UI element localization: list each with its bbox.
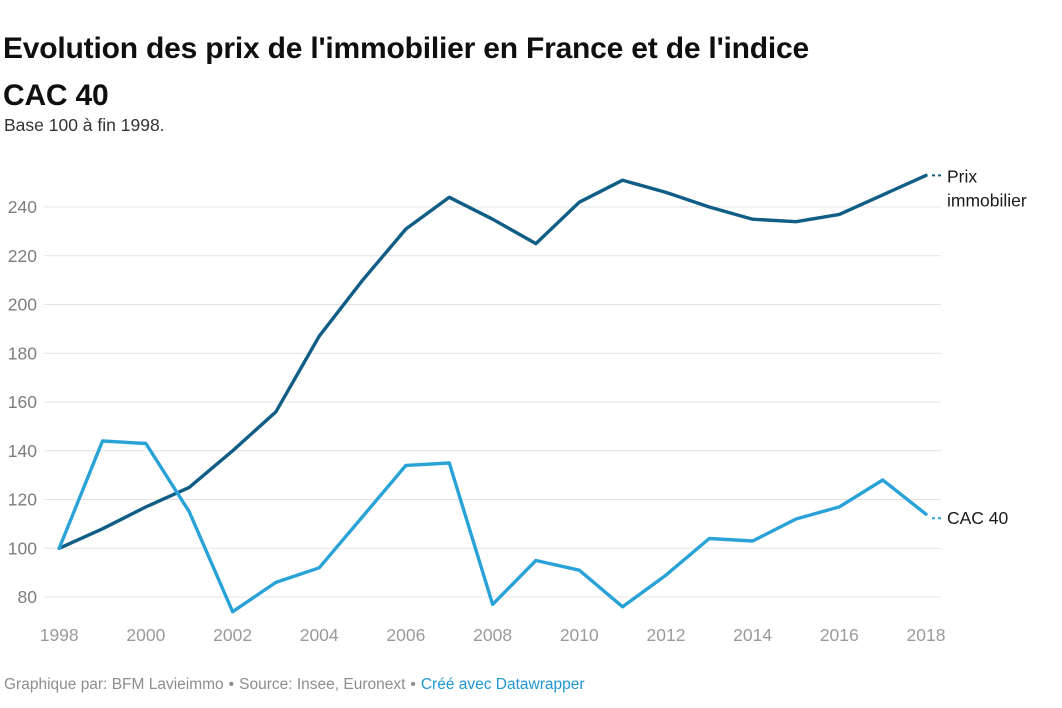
x-tick-label-2016: 2016 <box>820 625 859 645</box>
chart-title: Evolution des prix de l'immobilier en Fr… <box>3 25 993 119</box>
series-line-prix-immobilier <box>57 173 928 550</box>
y-tick-label-160: 160 <box>8 392 37 412</box>
y-tick-label-220: 220 <box>8 246 37 266</box>
chart-title-line-2: CAC 40 <box>3 79 109 113</box>
y-tick-label-80: 80 <box>18 587 38 607</box>
y-tick-label-180: 180 <box>8 343 37 363</box>
y-tick-label-100: 100 <box>8 538 37 558</box>
chart-title-line-1: Evolution des prix de l'immobilier en Fr… <box>3 32 809 66</box>
series-label-prix-immobilier: Prix immobilier <box>947 166 1027 210</box>
y-tick-label-120: 120 <box>8 490 37 510</box>
x-tick-label-2014: 2014 <box>733 625 772 645</box>
series-label-cac-40: CAC 40 <box>947 508 1009 528</box>
x-tick-label-1998: 1998 <box>40 625 79 645</box>
x-tick-label-2004: 2004 <box>300 625 339 645</box>
x-tick-label-2018: 2018 <box>907 625 946 645</box>
y-tick-label-140: 140 <box>8 441 37 461</box>
footer-source: Source: Insee, Euronext <box>239 676 406 693</box>
footer-byline: Graphique par: BFM Lavieimmo <box>4 676 224 693</box>
footer-separator: • <box>410 676 416 693</box>
y-tick-label-200: 200 <box>8 295 37 315</box>
x-tick-label-2008: 2008 <box>473 625 512 645</box>
x-tick-label-2002: 2002 <box>213 625 252 645</box>
datawrapper-link[interactable]: Créé avec Datawrapper <box>420 676 585 693</box>
x-tick-label-2000: 2000 <box>126 625 165 645</box>
chart-subtitle: Base 100 à fin 1998. <box>4 115 165 135</box>
x-tick-label-2010: 2010 <box>560 625 599 645</box>
chart-footer: Graphique par: BFM Lavieimmo • Source: Ins… <box>4 676 1054 694</box>
x-tick-label-2012: 2012 <box>647 625 686 645</box>
footer-separator: • <box>228 676 235 693</box>
x-tick-label-2006: 2006 <box>386 625 425 645</box>
y-tick-label-240: 240 <box>8 197 37 217</box>
series-line-cac-40 <box>57 439 928 614</box>
